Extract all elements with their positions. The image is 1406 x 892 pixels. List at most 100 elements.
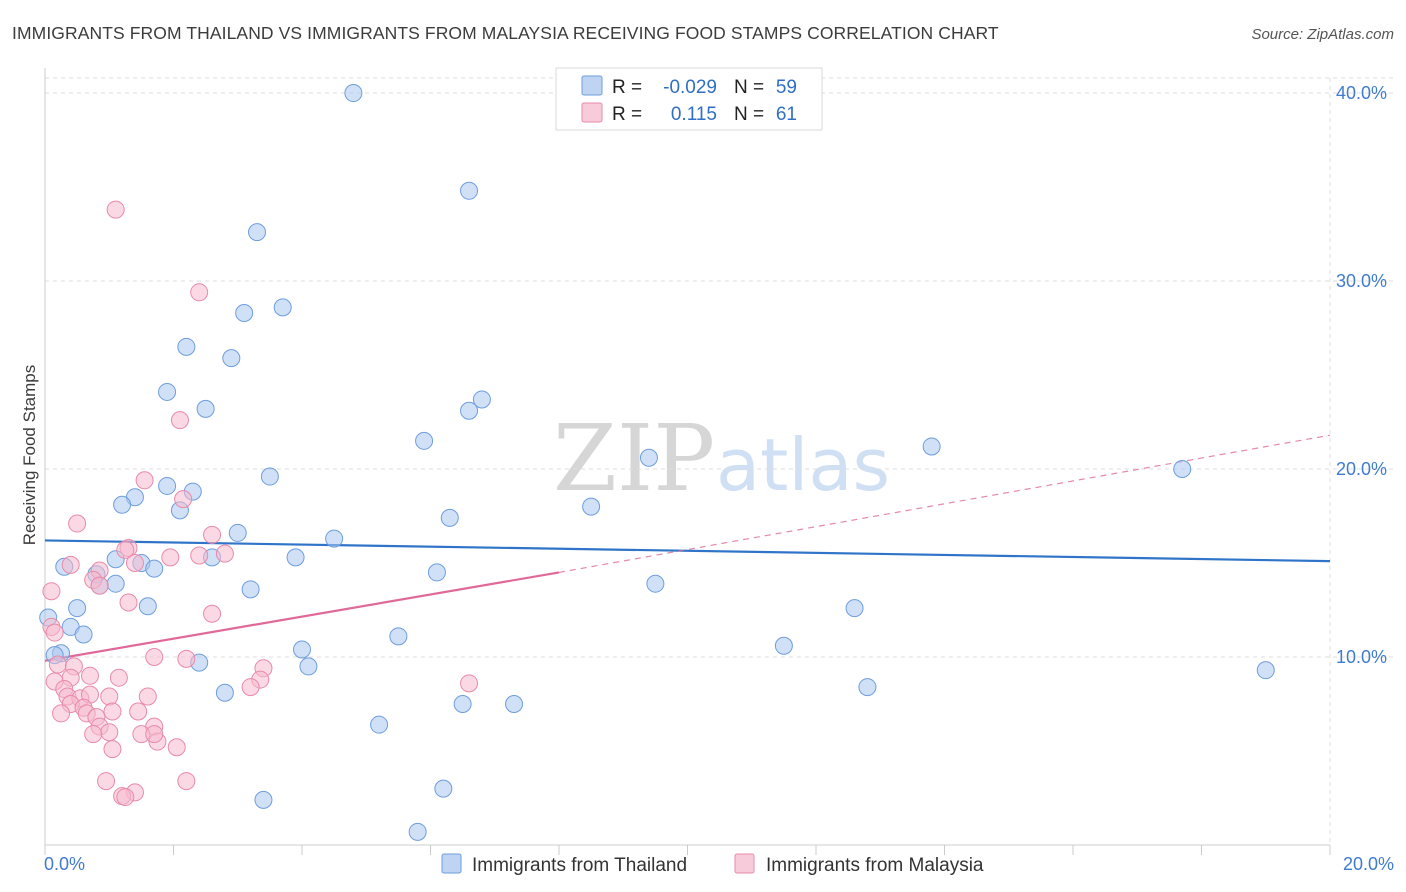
point-malaysia xyxy=(84,725,103,744)
point-malaysia xyxy=(100,723,119,742)
point-thailand xyxy=(248,223,267,242)
x-tick-labels: 0.0% 20.0% xyxy=(44,854,1394,874)
point-malaysia xyxy=(145,648,164,667)
stats-legend-swatch-malaysia xyxy=(581,102,603,123)
point-thailand xyxy=(325,529,344,548)
point-thailand xyxy=(235,303,254,322)
point-malaysia xyxy=(190,283,209,302)
point-thailand xyxy=(158,382,177,401)
legend-label-thailand: Immigrants from Thailand xyxy=(472,855,687,876)
stats-n-value-malaysia: 61 xyxy=(776,104,797,125)
stats-r-label-thailand: R = xyxy=(612,77,642,98)
point-thailand xyxy=(177,337,196,356)
y-tick-labels: 10.0% 20.0% 30.0% 40.0% xyxy=(1336,83,1387,667)
point-malaysia xyxy=(61,555,80,574)
point-thailand xyxy=(241,580,260,599)
point-thailand xyxy=(260,467,279,486)
point-thailand xyxy=(138,597,157,616)
point-malaysia xyxy=(109,668,128,687)
data-points xyxy=(39,84,1275,841)
point-thailand xyxy=(646,574,665,593)
stats-legend: R = -0.029 N = 59 R = 0.115 N = 61 xyxy=(555,67,823,131)
point-thailand xyxy=(273,298,292,317)
point-malaysia xyxy=(103,702,122,721)
point-thailand xyxy=(408,822,427,841)
point-thailand xyxy=(845,599,864,618)
point-malaysia xyxy=(90,576,109,595)
point-thailand xyxy=(106,574,125,593)
point-thailand xyxy=(460,401,479,420)
point-thailand xyxy=(1173,460,1192,479)
point-thailand xyxy=(158,476,177,495)
point-thailand xyxy=(344,84,363,103)
trend-lines xyxy=(44,434,1331,662)
point-malaysia xyxy=(215,544,234,563)
point-malaysia xyxy=(170,411,189,430)
point-thailand xyxy=(453,695,472,714)
x-tick-label: 20.0% xyxy=(1343,854,1394,874)
point-malaysia xyxy=(68,514,87,533)
stats-n-label-thailand: N = xyxy=(734,77,764,98)
series-legend: Immigrants from Thailand Immigrants from… xyxy=(441,853,984,876)
point-thailand xyxy=(774,636,793,655)
y-tick-label: 10.0% xyxy=(1336,647,1387,667)
legend-swatch-malaysia xyxy=(734,853,755,874)
y-tick-label: 40.0% xyxy=(1336,83,1387,103)
point-malaysia xyxy=(241,678,260,697)
stats-r-value-thailand: -0.029 xyxy=(663,77,717,98)
trend-line-malaysia xyxy=(44,571,560,662)
point-thailand xyxy=(145,559,164,578)
point-thailand xyxy=(293,640,311,659)
point-malaysia xyxy=(116,540,135,559)
point-malaysia xyxy=(125,554,144,573)
point-thailand xyxy=(196,399,215,418)
point-malaysia xyxy=(190,546,209,565)
watermark-zip: ZIP xyxy=(553,405,715,512)
point-malaysia xyxy=(174,490,193,509)
axes xyxy=(44,68,1331,855)
point-malaysia xyxy=(167,738,186,757)
point-malaysia xyxy=(106,200,125,219)
point-malaysia xyxy=(103,740,122,759)
point-thailand xyxy=(582,497,601,516)
stats-legend-swatch-thailand xyxy=(581,75,603,96)
point-malaysia xyxy=(177,649,196,668)
chart-source: Source: ZipAtlas.com xyxy=(1251,26,1394,43)
point-thailand xyxy=(286,548,305,567)
point-malaysia xyxy=(203,604,222,623)
point-malaysia xyxy=(203,525,222,544)
point-thailand xyxy=(415,431,434,450)
point-malaysia xyxy=(145,725,164,744)
point-malaysia xyxy=(135,471,154,490)
y-axis-label: Receiving Food Stamps xyxy=(20,365,39,545)
watermark-atlas: atlas xyxy=(716,423,890,507)
point-thailand xyxy=(299,657,318,676)
point-thailand xyxy=(370,715,389,734)
y-tick-label: 30.0% xyxy=(1336,271,1387,291)
trend-line-malaysia-extension xyxy=(558,434,1331,574)
point-malaysia xyxy=(100,687,119,706)
point-thailand xyxy=(228,523,247,542)
point-thailand xyxy=(389,627,408,646)
point-malaysia xyxy=(45,623,64,642)
point-thailand xyxy=(68,599,87,618)
point-malaysia xyxy=(138,687,157,706)
point-thailand xyxy=(427,563,446,582)
trend-line-thailand xyxy=(44,539,1331,563)
point-thailand xyxy=(858,678,877,697)
point-thailand xyxy=(1256,661,1275,680)
point-thailand xyxy=(74,625,93,644)
point-thailand xyxy=(505,695,524,714)
stats-r-label-malaysia: R = xyxy=(612,104,642,125)
stats-r-value-malaysia: 0.115 xyxy=(671,104,717,125)
watermark: ZIP atlas xyxy=(553,405,890,512)
point-malaysia xyxy=(129,702,148,721)
stats-n-value-thailand: 59 xyxy=(776,77,797,98)
chart-title: IMMIGRANTS FROM THAILAND VS IMMIGRANTS F… xyxy=(12,23,999,43)
point-malaysia xyxy=(42,582,61,601)
point-malaysia xyxy=(48,655,67,674)
point-malaysia xyxy=(97,772,116,791)
point-malaysia xyxy=(460,674,479,693)
point-thailand xyxy=(440,508,459,527)
